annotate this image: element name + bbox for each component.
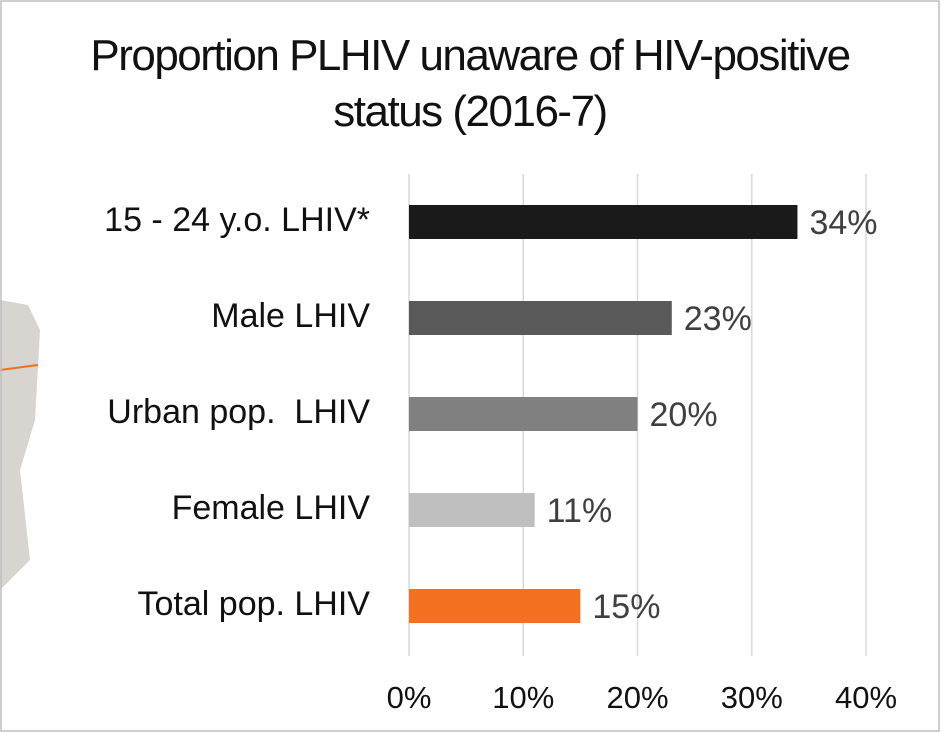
x-tick-label: 0% — [387, 680, 432, 715]
chart-title: Proportion PLHIV unaware of HIV-positive… — [90, 31, 851, 136]
y-tick-label: Total pop. LHIV — [138, 585, 371, 623]
map-shape — [0, 300, 40, 590]
x-tick-label: 40% — [835, 680, 897, 715]
x-tick-label: 30% — [721, 680, 783, 715]
bar — [409, 493, 535, 527]
x-tick-label: 20% — [606, 680, 668, 715]
value-label: 11% — [547, 492, 613, 530]
value-label: 20% — [650, 396, 718, 434]
y-tick-label: Female LHIV — [172, 489, 371, 527]
bar — [409, 589, 581, 623]
bar — [409, 301, 672, 335]
bar — [409, 397, 638, 431]
value-label: 34% — [809, 204, 877, 242]
x-tick-label: 10% — [492, 680, 554, 715]
y-tick-label: Male LHIV — [211, 297, 370, 335]
value-label: 15% — [592, 588, 660, 626]
bar — [409, 205, 798, 239]
y-tick-label: Urban pop. LHIV — [107, 393, 370, 431]
value-label: 23% — [684, 300, 752, 338]
y-tick-label: 15 - 24 y.o. LHIV* — [104, 201, 370, 239]
map-line — [0, 364, 39, 371]
